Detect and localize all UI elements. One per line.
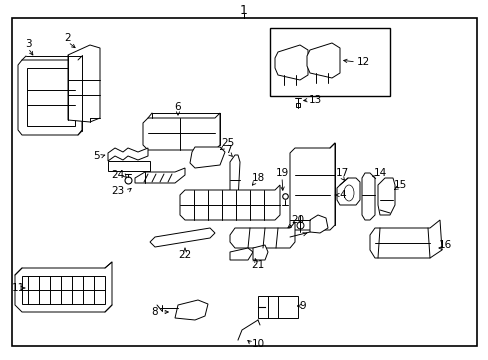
Text: 16: 16 bbox=[437, 240, 451, 250]
Polygon shape bbox=[309, 215, 327, 233]
Polygon shape bbox=[229, 155, 240, 200]
Polygon shape bbox=[229, 222, 294, 248]
Polygon shape bbox=[252, 245, 267, 260]
Polygon shape bbox=[289, 143, 334, 230]
Text: 9: 9 bbox=[299, 301, 305, 311]
Polygon shape bbox=[336, 178, 359, 205]
Ellipse shape bbox=[343, 185, 353, 201]
Polygon shape bbox=[306, 43, 339, 78]
Text: 19: 19 bbox=[275, 168, 288, 178]
Text: 13: 13 bbox=[308, 95, 321, 105]
Bar bbox=[108, 161, 150, 171]
Polygon shape bbox=[150, 228, 215, 247]
Polygon shape bbox=[361, 173, 374, 220]
Polygon shape bbox=[135, 168, 184, 183]
Text: 8: 8 bbox=[151, 307, 158, 317]
Polygon shape bbox=[142, 113, 220, 150]
Text: 5: 5 bbox=[93, 151, 99, 161]
Text: 14: 14 bbox=[373, 168, 386, 178]
Polygon shape bbox=[274, 45, 307, 80]
Polygon shape bbox=[15, 262, 112, 312]
Bar bbox=[27, 68, 75, 126]
Text: 18: 18 bbox=[251, 173, 264, 183]
Polygon shape bbox=[369, 220, 441, 258]
Polygon shape bbox=[190, 147, 224, 168]
Text: 3: 3 bbox=[24, 39, 31, 49]
Text: 24: 24 bbox=[111, 170, 124, 180]
Text: 6: 6 bbox=[174, 102, 181, 112]
Text: 12: 12 bbox=[356, 57, 369, 67]
Bar bbox=[22, 276, 105, 304]
Polygon shape bbox=[229, 248, 252, 260]
Text: 23: 23 bbox=[111, 186, 124, 196]
Text: 22: 22 bbox=[178, 250, 191, 260]
Text: 25: 25 bbox=[221, 138, 234, 148]
Text: 4: 4 bbox=[339, 190, 346, 200]
Polygon shape bbox=[180, 185, 280, 220]
Bar bbox=[258, 296, 297, 318]
Text: 2: 2 bbox=[64, 33, 71, 43]
Text: 11: 11 bbox=[11, 283, 24, 293]
Polygon shape bbox=[108, 148, 148, 161]
Text: 15: 15 bbox=[392, 180, 406, 190]
Polygon shape bbox=[175, 300, 207, 320]
Polygon shape bbox=[68, 45, 100, 122]
Text: 10: 10 bbox=[251, 339, 264, 349]
Text: 20: 20 bbox=[291, 215, 304, 225]
Text: 21: 21 bbox=[251, 260, 264, 270]
Text: 1: 1 bbox=[240, 4, 247, 17]
Polygon shape bbox=[18, 55, 82, 135]
Polygon shape bbox=[377, 178, 394, 215]
Bar bbox=[269, 28, 389, 96]
Text: 17: 17 bbox=[335, 168, 348, 178]
Text: 7: 7 bbox=[224, 145, 231, 155]
